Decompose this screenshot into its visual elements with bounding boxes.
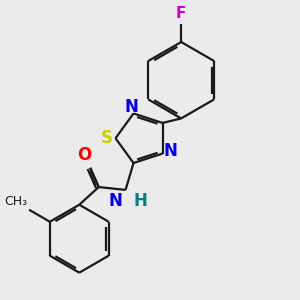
Text: N: N — [124, 98, 138, 116]
Text: N: N — [164, 142, 178, 160]
Text: CH₃: CH₃ — [4, 195, 28, 208]
Text: F: F — [176, 6, 186, 21]
Text: N: N — [108, 192, 122, 210]
Text: O: O — [77, 146, 91, 164]
Text: S: S — [101, 129, 113, 147]
Text: H: H — [134, 192, 147, 210]
